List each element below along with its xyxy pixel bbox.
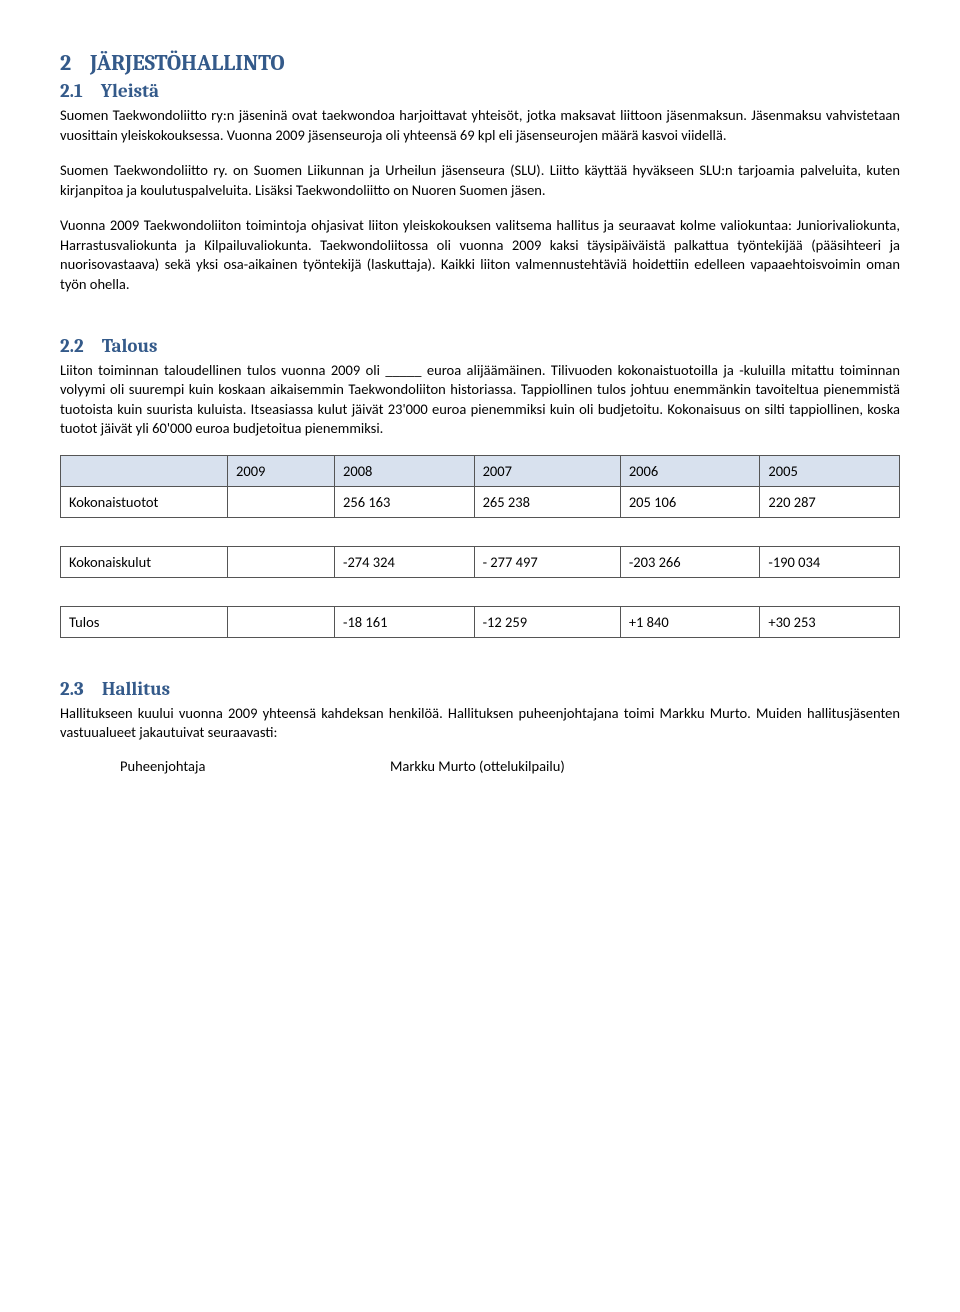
subsection-number: 2.2 [60, 335, 84, 357]
table-cell: Tulos [61, 606, 228, 637]
table-spacer-row [61, 577, 900, 606]
table-header-cell [61, 455, 228, 486]
table-header-row: 2009 2008 2007 2006 2005 [61, 455, 900, 486]
subsection-title: Talous [102, 335, 158, 357]
table-header-cell: 2008 [335, 455, 475, 486]
section-number: 2 [60, 50, 71, 76]
table-cell: +30 253 [760, 606, 900, 637]
table-row: Kokonaiskulut -274 324 - 277 497 -203 26… [61, 546, 900, 577]
role-person: Markku Murto (ottelukilpailu) [390, 757, 565, 775]
paragraph: Hallitukseen kuului vuonna 2009 yhteensä… [60, 704, 900, 743]
table-cell [228, 606, 335, 637]
paragraph: Suomen Taekwondoliitto ry:n jäseninä ova… [60, 106, 900, 145]
subsection-heading-yleista: 2.1 Yleistä [60, 80, 900, 102]
subsection-number: 2.1 [60, 80, 83, 102]
paragraph: Vuonna 2009 Taekwondoliiton toimintoja o… [60, 216, 900, 294]
subsection-title: Yleistä [101, 80, 159, 102]
paragraph: Liiton toiminnan taloudellinen tulos vuo… [60, 361, 900, 439]
role-row: Puheenjohtaja Markku Murto (ottelukilpai… [60, 757, 900, 775]
section-heading: 2 JÄRJESTÖHALLINTO [60, 50, 900, 76]
table-cell: 220 287 [760, 486, 900, 517]
table-cell: -190 034 [760, 546, 900, 577]
table-cell: - 277 497 [474, 546, 620, 577]
subsection-heading-talous: 2.2 Talous [60, 335, 900, 357]
table-header-cell: 2005 [760, 455, 900, 486]
table-cell: -203 266 [620, 546, 760, 577]
table-cell: -12 259 [474, 606, 620, 637]
subsection-number: 2.3 [60, 678, 84, 700]
financial-table: 2009 2008 2007 2006 2005 Kokonaistuotot … [60, 455, 900, 638]
table-cell [228, 486, 335, 517]
table-cell: -274 324 [335, 546, 475, 577]
table-cell: +1 840 [620, 606, 760, 637]
paragraph: Suomen Taekwondoliitto ry. on Suomen Lii… [60, 161, 900, 200]
subsection-title: Hallitus [102, 678, 170, 700]
table-header-cell: 2007 [474, 455, 620, 486]
table-header-cell: 2006 [620, 455, 760, 486]
section-title: JÄRJESTÖHALLINTO [90, 50, 285, 76]
subsection-heading-hallitus: 2.3 Hallitus [60, 678, 900, 700]
table-cell: Kokonaistuotot [61, 486, 228, 517]
table-spacer-row [61, 517, 900, 546]
table-cell: Kokonaiskulut [61, 546, 228, 577]
table-cell: -18 161 [335, 606, 475, 637]
role-label: Puheenjohtaja [60, 757, 390, 775]
table-row: Kokonaistuotot 256 163 265 238 205 106 2… [61, 486, 900, 517]
table-cell: 265 238 [474, 486, 620, 517]
table-cell: 256 163 [335, 486, 475, 517]
table-cell [228, 546, 335, 577]
table-cell: 205 106 [620, 486, 760, 517]
table-header-cell: 2009 [228, 455, 335, 486]
table-row: Tulos -18 161 -12 259 +1 840 +30 253 [61, 606, 900, 637]
